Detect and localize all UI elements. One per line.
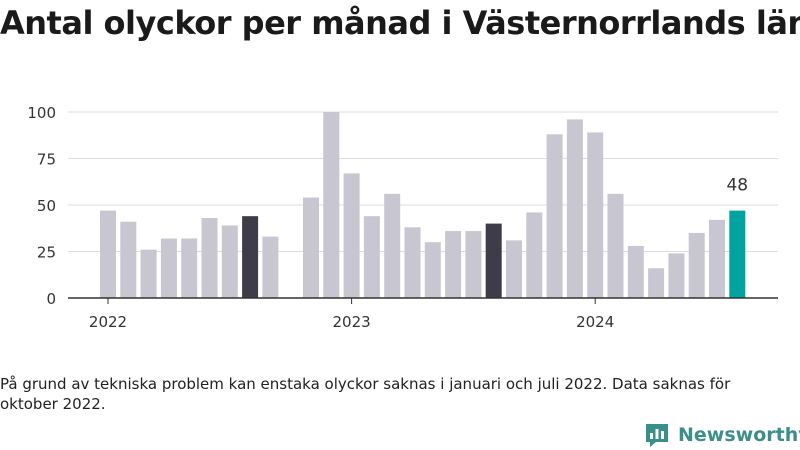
bar-2023-05	[424, 242, 441, 298]
bar-2023-09	[506, 240, 522, 298]
bar-2024-08	[729, 210, 746, 298]
bar-2022-11	[303, 197, 319, 298]
y-tick-label: 0	[46, 290, 56, 308]
bar-2022-04	[160, 238, 177, 298]
bar-2022-07	[221, 225, 238, 298]
bar-2022-09	[262, 236, 279, 298]
bar-2023-03	[384, 193, 401, 298]
bar-2022-03	[140, 249, 157, 298]
bars	[100, 112, 746, 298]
y-axis: 0 25 50 75 100	[27, 104, 56, 308]
bar-2024-01	[587, 132, 604, 298]
bar-2023-11	[546, 134, 563, 298]
bar-2023-08	[485, 223, 502, 298]
bar-2024-03	[627, 245, 644, 298]
bar-2022-05	[181, 238, 198, 298]
bar-2024-06	[688, 232, 705, 298]
x-tick-label: 2022	[89, 313, 127, 331]
bar-2022-08	[242, 216, 259, 298]
chart-title: Antal olyckor per månad i Västernorrland…	[0, 4, 800, 42]
bar-2022-06	[201, 218, 218, 298]
bar-2022-02	[120, 221, 137, 298]
newsworthy-logo-icon	[646, 424, 668, 447]
y-tick-label: 25	[37, 244, 56, 262]
bar-2023-07	[465, 231, 482, 298]
data-labels: 48	[726, 176, 748, 196]
x-tick-label: 2024	[576, 313, 614, 331]
bar-2024-07	[709, 219, 725, 298]
bar-2022-01	[100, 210, 116, 298]
bar-2023-01	[343, 173, 360, 298]
bar-2023-02	[363, 216, 380, 298]
bar-2022-12	[323, 112, 340, 298]
bar-2024-04	[648, 268, 665, 298]
bar-2024-05	[668, 253, 685, 298]
x-axis: 2022 2023 2024	[89, 298, 614, 331]
gridlines	[68, 111, 778, 252]
bar-2023-06	[445, 231, 462, 298]
bar-2023-04	[404, 227, 421, 298]
y-tick-label: 100	[27, 104, 56, 122]
bar-2024-02	[607, 193, 624, 298]
brand-name: Newsworthy	[678, 424, 800, 446]
x-tick-label: 2023	[333, 313, 371, 331]
bar-2023-12	[566, 119, 583, 298]
data-label: 48	[726, 176, 748, 196]
newsworthy-brand[interactable]: Newsworthy	[644, 420, 800, 450]
y-tick-label: 50	[37, 197, 56, 215]
bar-chart: 0 25 50 75 100 2022 2023 2024 48	[27, 104, 778, 331]
y-tick-label: 75	[37, 151, 56, 169]
bar-2023-10	[526, 212, 543, 298]
footnote: På grund av tekniska problem kan enstaka…	[0, 375, 731, 413]
